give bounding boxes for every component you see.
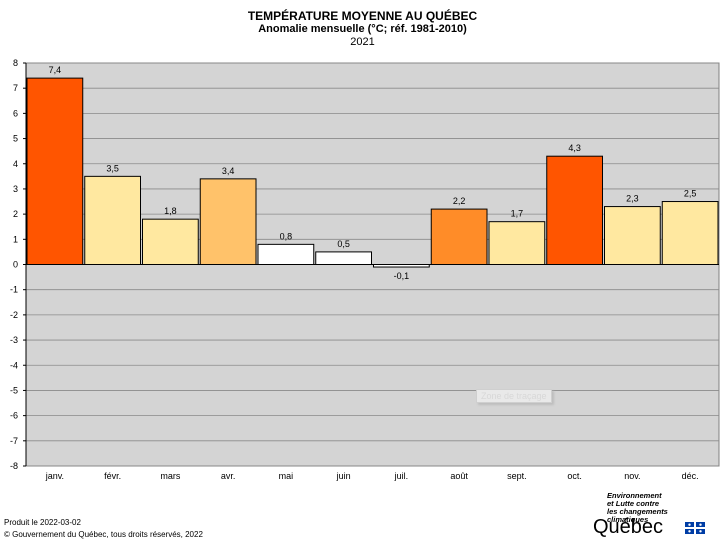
bar xyxy=(199,178,257,265)
ministry-line-4: climatiques xyxy=(607,515,649,524)
x-tick-label: août xyxy=(450,471,468,481)
quebec-logo: Environnement et Lutte contre les change… xyxy=(589,492,719,542)
y-tick-label: 1 xyxy=(13,234,18,244)
copyright-notice: © Gouvernement du Québec, tous droits ré… xyxy=(4,530,203,539)
quebec-wordmark: Québec xyxy=(593,516,664,538)
fleur-de-lis-flag-icon xyxy=(685,522,705,534)
y-tick-label: -6 xyxy=(10,411,18,421)
y-tick-label: 7 xyxy=(13,83,18,93)
chart-subtitle: Anomalie mensuelle (°C; réf. 1981-2010) xyxy=(258,23,467,35)
bar xyxy=(84,175,141,265)
data-label: 2,5 xyxy=(684,189,697,199)
data-label: 4,3 xyxy=(568,143,581,153)
data-label: 0,8 xyxy=(280,231,293,241)
bar xyxy=(604,206,661,266)
x-tick-label: juil. xyxy=(394,471,409,481)
chart-title: TEMPÉRATURE MOYENNE AU QUÉBEC xyxy=(247,9,478,23)
x-tick-label: sept. xyxy=(507,471,527,481)
x-tick-label: janv. xyxy=(45,471,64,481)
data-label: 0,5 xyxy=(337,239,350,249)
bar xyxy=(257,243,315,266)
ministry-line-1: Environnement xyxy=(607,491,662,500)
bar xyxy=(26,77,84,265)
data-label: 3,5 xyxy=(106,163,119,173)
y-tick-label: 6 xyxy=(13,108,18,118)
x-tick-label: févr. xyxy=(104,471,121,481)
ministry-line-3: les changements xyxy=(607,507,668,516)
y-tick-label: 8 xyxy=(13,58,18,68)
data-label: 1,8 xyxy=(164,206,177,216)
data-label: 7,4 xyxy=(49,65,62,75)
y-tick-label: 5 xyxy=(13,134,18,144)
x-tick-label: mars xyxy=(160,471,180,481)
bar xyxy=(315,251,372,265)
bar xyxy=(142,218,199,266)
y-tick-label: -7 xyxy=(10,436,18,446)
ministry-line-2: et Lutte contre xyxy=(607,499,660,508)
y-tick-label: 4 xyxy=(13,159,18,169)
data-label: 3,4 xyxy=(222,166,235,176)
ministry-name: Environnement et Lutte contre les change… xyxy=(607,492,668,524)
x-tick-label: mai xyxy=(279,471,294,481)
bar xyxy=(546,155,603,266)
y-tick-label: -1 xyxy=(10,285,18,295)
x-tick-label: juin xyxy=(336,471,351,481)
data-label: 2,2 xyxy=(453,196,466,206)
plot-area-tooltip: Zone de traçage xyxy=(476,389,552,403)
x-tick-label: avr. xyxy=(221,471,236,481)
produced-date: Produit le 2022-03-02 xyxy=(4,518,81,527)
data-label: -0,1 xyxy=(394,271,410,281)
x-tick-label: oct. xyxy=(567,471,582,481)
y-tick-label: 2 xyxy=(13,209,18,219)
bar xyxy=(373,264,430,268)
x-tick-label: nov. xyxy=(624,471,640,481)
y-tick-label: -3 xyxy=(10,335,18,345)
data-label: 1,7 xyxy=(511,209,524,219)
y-tick-label: 0 xyxy=(13,260,18,270)
bar xyxy=(430,208,488,265)
y-tick-label: -8 xyxy=(10,461,18,471)
y-tick-label: 3 xyxy=(13,184,18,194)
data-label: 2,3 xyxy=(626,194,639,204)
x-tick-label: déc. xyxy=(682,471,699,481)
bar xyxy=(661,201,719,265)
y-tick-label: -2 xyxy=(10,310,18,320)
bar xyxy=(488,221,546,265)
chart-year: 2021 xyxy=(350,36,375,48)
y-tick-label: -5 xyxy=(10,385,18,395)
y-tick-label: -4 xyxy=(10,360,18,370)
